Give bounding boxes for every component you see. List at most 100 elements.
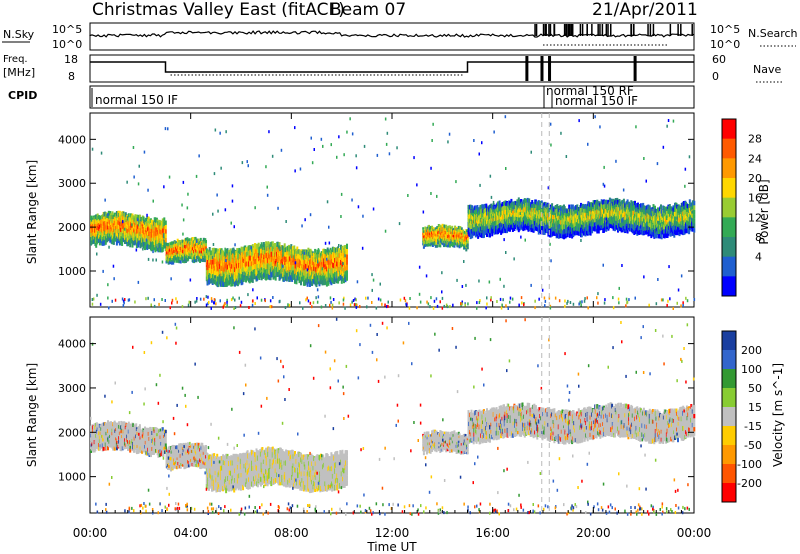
data-cell <box>466 246 469 250</box>
data-cell <box>277 241 279 247</box>
data-cell <box>540 200 543 205</box>
data-cell <box>652 204 655 209</box>
data-cell <box>111 211 114 216</box>
data-cell <box>425 227 428 230</box>
data-cell <box>452 227 455 231</box>
figure-title: Christmas Valley East (fitACF) <box>92 0 345 20</box>
data-cell <box>507 227 510 232</box>
data-cell <box>561 205 564 211</box>
data-cell <box>290 244 293 250</box>
data-cell <box>164 237 167 243</box>
data-cell <box>612 226 615 231</box>
data-cell <box>597 228 600 234</box>
data-cell <box>229 248 232 254</box>
data-cell <box>531 200 534 205</box>
data-cell <box>669 232 672 237</box>
data-cell <box>580 202 582 208</box>
data-cell <box>568 233 571 238</box>
data-cell <box>161 247 164 252</box>
data-cell <box>447 244 450 248</box>
data-cell <box>439 241 442 245</box>
nsearch-tick-bottom: 10^0 <box>710 38 740 51</box>
data-cell <box>181 239 184 244</box>
data-cell <box>557 205 560 211</box>
data-cell <box>283 275 286 281</box>
data-cell <box>158 247 161 253</box>
data-cell <box>205 246 207 250</box>
data-cell <box>443 224 446 228</box>
data-cell <box>644 205 647 210</box>
data-cell <box>556 204 559 209</box>
data-cell <box>137 214 140 220</box>
nsky-tick-top: 10^5 <box>52 23 82 36</box>
data-cell <box>451 244 454 248</box>
data-cell <box>124 239 127 244</box>
nave-label: Nave <box>753 63 781 76</box>
data-cell <box>431 225 434 229</box>
data-cell <box>551 203 554 208</box>
data-cell <box>144 245 146 251</box>
data-cell <box>154 247 157 253</box>
data-cell <box>231 273 233 278</box>
freq-gap-bar <box>540 56 544 81</box>
data-cell <box>316 249 319 255</box>
cpid-label: CPID <box>8 89 37 102</box>
data-cell <box>466 243 469 247</box>
power-data-cells <box>90 113 696 310</box>
data-cell <box>274 275 277 281</box>
data-cell <box>629 227 632 232</box>
data-cell <box>224 281 227 287</box>
data-cell <box>650 233 653 239</box>
data-cell <box>323 248 325 254</box>
data-cell <box>638 204 641 209</box>
data-cell <box>142 216 145 222</box>
data-cell <box>516 199 519 204</box>
data-cell <box>315 282 318 288</box>
data-cell <box>568 204 571 209</box>
nsky-trace <box>89 24 695 46</box>
data-cell <box>96 213 99 218</box>
data-cell <box>104 240 107 245</box>
data-cell <box>481 204 484 209</box>
data-cell <box>155 246 158 252</box>
nave-tick-bottom: 0 <box>712 70 719 83</box>
data-cell <box>330 280 333 286</box>
data-cell <box>314 248 317 254</box>
data-cell <box>208 247 211 253</box>
data-cell <box>278 253 281 259</box>
data-cell <box>554 231 557 236</box>
nsky-line <box>89 30 695 38</box>
data-cell <box>274 243 276 248</box>
freq-unit: [MHz] <box>3 66 35 79</box>
data-cell <box>592 200 595 205</box>
data-cell <box>466 237 469 241</box>
data-cell <box>525 198 528 203</box>
data-cell <box>137 242 140 248</box>
data-cell <box>660 204 662 209</box>
data-cell <box>127 213 130 218</box>
data-cell <box>172 261 175 265</box>
data-cell <box>322 279 325 286</box>
data-cell <box>187 257 190 261</box>
data-cell <box>664 233 667 238</box>
data-cell <box>204 238 207 242</box>
data-cell <box>466 240 469 244</box>
data-cell <box>441 223 444 227</box>
data-cell <box>257 242 260 248</box>
data-cell <box>605 199 608 205</box>
data-cell <box>158 219 161 225</box>
cpid-entry-3: normal 150 IF <box>555 94 638 108</box>
data-cell <box>491 231 494 237</box>
data-cell <box>164 220 167 225</box>
data-cell <box>453 230 456 233</box>
data-cell <box>115 211 118 216</box>
data-cell <box>306 281 309 287</box>
data-cell <box>523 198 526 203</box>
data-cell <box>222 282 225 287</box>
data-cell <box>483 233 485 238</box>
data-cell <box>652 227 655 233</box>
data-cell <box>630 200 633 205</box>
data-cell <box>637 202 639 208</box>
data-cell <box>617 227 620 232</box>
data-cell <box>684 228 687 234</box>
